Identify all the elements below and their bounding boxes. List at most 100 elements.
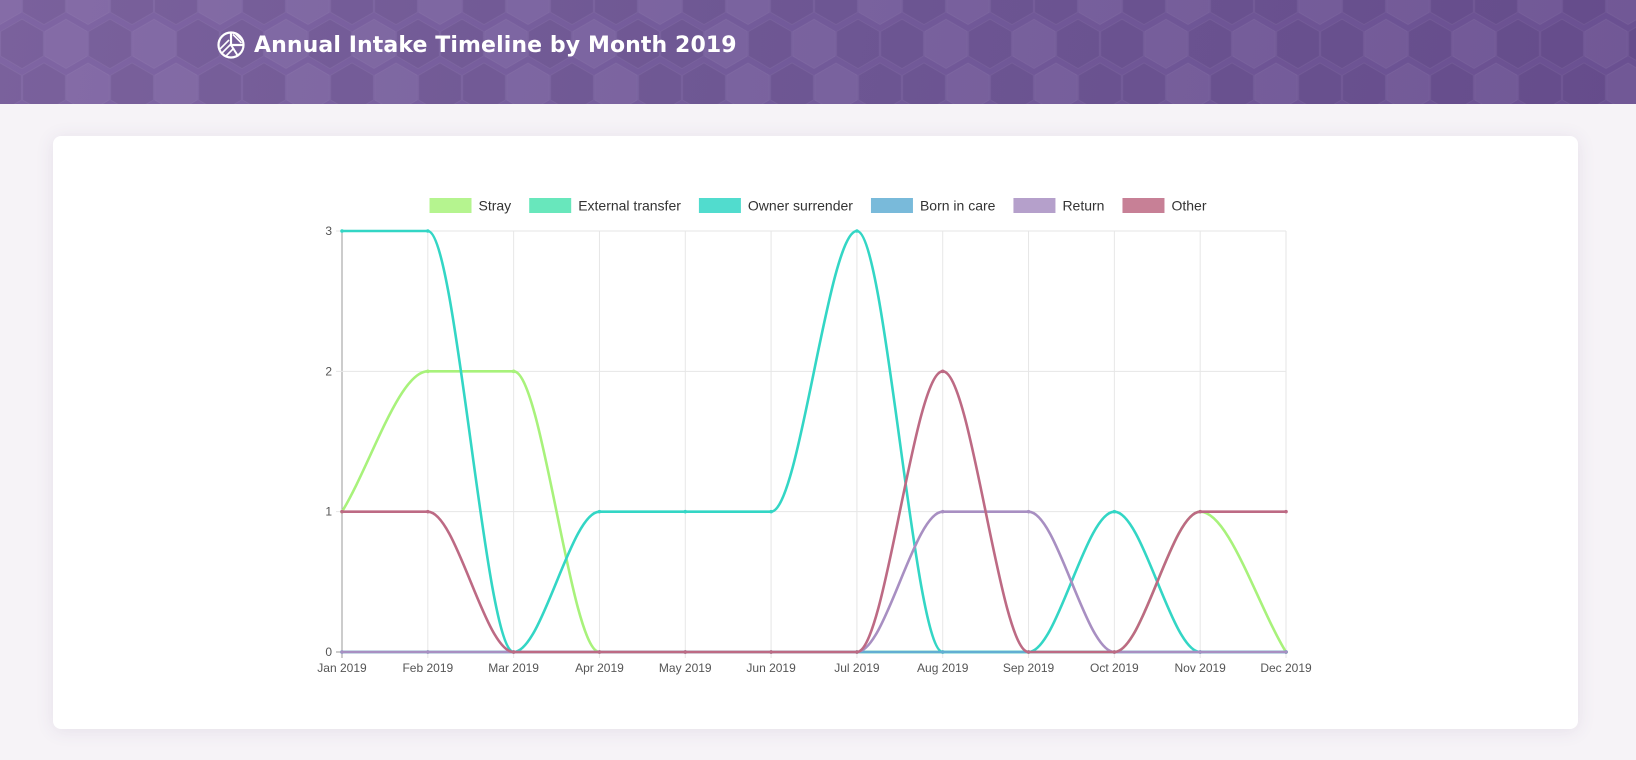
- data-point[interactable]: [855, 229, 859, 233]
- header-hex: [946, 62, 990, 104]
- data-point[interactable]: [769, 650, 773, 654]
- header-hex: [1474, 62, 1518, 104]
- header-hex: [902, 62, 946, 104]
- header-hex: [594, 0, 638, 26]
- data-point[interactable]: [940, 509, 945, 514]
- header-hex: [1254, 0, 1298, 26]
- header-hex: [110, 62, 154, 104]
- header-hex: [396, 18, 440, 70]
- header-hex: [550, 0, 594, 26]
- header-hex: [462, 62, 506, 104]
- data-point[interactable]: [511, 650, 516, 654]
- header-hex: [792, 18, 836, 70]
- legend-label: Born in care: [920, 198, 996, 214]
- data-point[interactable]: [1026, 509, 1031, 514]
- header-hex: [1496, 18, 1540, 70]
- header-hex: [374, 62, 418, 104]
- legend-item-other[interactable]: Other: [1122, 198, 1207, 214]
- header-hex: [418, 62, 462, 104]
- header-hex: [638, 62, 682, 104]
- data-point[interactable]: [769, 509, 773, 514]
- header-hex: [484, 18, 528, 70]
- data-point[interactable]: [426, 229, 430, 233]
- x-tick-label: Apr 2019: [575, 661, 624, 675]
- data-point[interactable]: [1284, 509, 1288, 514]
- data-point[interactable]: [340, 509, 344, 514]
- data-point[interactable]: [1112, 509, 1117, 514]
- y-tick-label: 3: [325, 224, 332, 238]
- header-hex: [704, 18, 748, 70]
- header-hex: [1210, 62, 1254, 104]
- header-hex: [1518, 0, 1562, 26]
- data-point[interactable]: [1284, 650, 1288, 654]
- header-hex: [88, 18, 132, 70]
- header-hex: [330, 0, 374, 26]
- data-point[interactable]: [426, 650, 430, 654]
- header-hex: [66, 0, 110, 26]
- legend-label: Other: [1171, 198, 1206, 214]
- header-hex: [22, 62, 66, 104]
- header-hex: [726, 62, 770, 104]
- data-point[interactable]: [1026, 650, 1031, 654]
- legend-item-born-in-care[interactable]: Born in care: [870, 198, 996, 214]
- data-point[interactable]: [1112, 650, 1117, 654]
- header-hex-pattern: [0, 0, 1636, 104]
- header-hex: [110, 0, 154, 26]
- header-hex: [880, 18, 924, 70]
- legend-item-return[interactable]: Return: [1013, 198, 1104, 214]
- data-point[interactable]: [1198, 509, 1202, 514]
- data-point[interactable]: [940, 369, 945, 374]
- header-hex: [1320, 18, 1364, 70]
- data-point[interactable]: [597, 650, 602, 654]
- header-hex: [154, 62, 198, 104]
- header-hex: [858, 62, 902, 104]
- header-hex: [1034, 0, 1078, 26]
- header-hex: [550, 62, 594, 104]
- data-point[interactable]: [940, 650, 945, 654]
- header-hex: [1452, 18, 1496, 70]
- data-point[interactable]: [511, 369, 516, 374]
- header-hex: [198, 0, 242, 26]
- header-hex: [1430, 0, 1474, 26]
- data-point[interactable]: [683, 509, 688, 514]
- legend-swatch: [698, 198, 741, 213]
- legend-item-external-transfer[interactable]: External transfer: [529, 198, 681, 214]
- header-hex: [726, 0, 770, 26]
- legend-item-stray[interactable]: Stray: [429, 198, 512, 214]
- header-hex: [1012, 18, 1056, 70]
- chart-pie-icon: [216, 30, 246, 60]
- header-hex: [1386, 62, 1430, 104]
- header-hex: [1628, 26, 1636, 61]
- legend-item-owner-surrender[interactable]: Owner surrender: [698, 198, 853, 214]
- data-point[interactable]: [340, 229, 344, 233]
- brand: Annual Intake Timeline by Month 2019: [216, 28, 737, 62]
- x-tick-label: Mar 2019: [488, 661, 539, 675]
- header-hex: [286, 62, 330, 104]
- header-hex: [440, 18, 484, 70]
- data-point[interactable]: [426, 509, 430, 514]
- data-point[interactable]: [597, 509, 602, 514]
- header-hex: [1584, 18, 1628, 70]
- header-hex: [1342, 0, 1386, 26]
- header-hex: [748, 18, 792, 70]
- data-point[interactable]: [683, 650, 688, 654]
- header-hex: [1474, 0, 1518, 26]
- header-hex: [1562, 0, 1606, 26]
- header-hex: [1408, 18, 1452, 70]
- intake-line-chart: 0 1 2 3 Jan 2019 Feb 2019 Mar 2019 Apr 2019 May …: [317, 198, 1312, 676]
- legend-label: External transfer: [578, 198, 681, 214]
- x-tick-label: Dec 2019: [1260, 661, 1312, 675]
- header-hex: [308, 18, 352, 70]
- header-hex: [572, 18, 616, 70]
- legend-label: Return: [1062, 198, 1104, 214]
- header-hex: [616, 18, 660, 70]
- data-point[interactable]: [855, 650, 859, 654]
- data-point[interactable]: [426, 369, 430, 374]
- data-point[interactable]: [1198, 650, 1202, 654]
- header-hex: [1034, 62, 1078, 104]
- header-hex: [154, 0, 198, 26]
- header-hex: [286, 0, 330, 26]
- series-line: [341, 370, 1286, 654]
- y-tick-label: 0: [325, 645, 332, 659]
- data-point[interactable]: [340, 650, 344, 654]
